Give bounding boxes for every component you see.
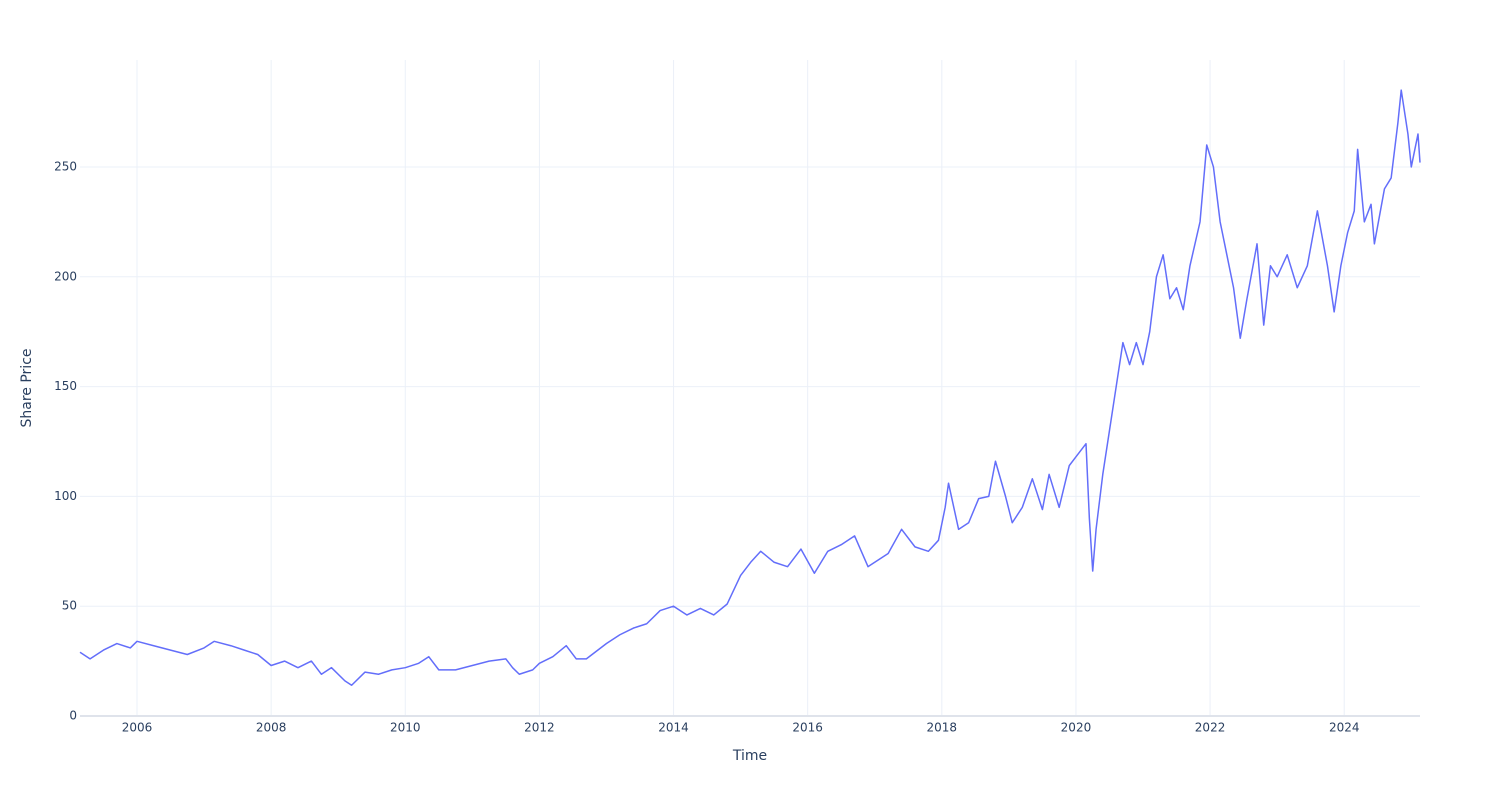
x-axis-title: Time [732, 748, 767, 764]
x-tick-label: 2010 [390, 721, 421, 735]
y-tick-label: 50 [62, 599, 77, 613]
y-tick-label: 0 [69, 709, 77, 723]
x-tick-label: 2012 [524, 721, 555, 735]
x-tick-label: 2018 [927, 721, 958, 735]
y-tick-label: 200 [54, 269, 77, 283]
x-tick-label: 2006 [122, 721, 153, 735]
y-tick-label: 250 [54, 159, 77, 173]
x-tick-label: 2020 [1061, 721, 1092, 735]
x-tick-label: 2014 [658, 721, 689, 735]
y-axis-title: Share Price [19, 348, 35, 427]
y-tick-label: 150 [54, 379, 77, 393]
y-tick-label: 100 [54, 489, 77, 503]
x-tick-label: 2008 [256, 721, 287, 735]
x-tick-label: 2022 [1195, 721, 1226, 735]
price-line [79, 89, 1421, 686]
x-tick-label: 2016 [792, 721, 823, 735]
x-tick-label: 2024 [1329, 721, 1360, 735]
